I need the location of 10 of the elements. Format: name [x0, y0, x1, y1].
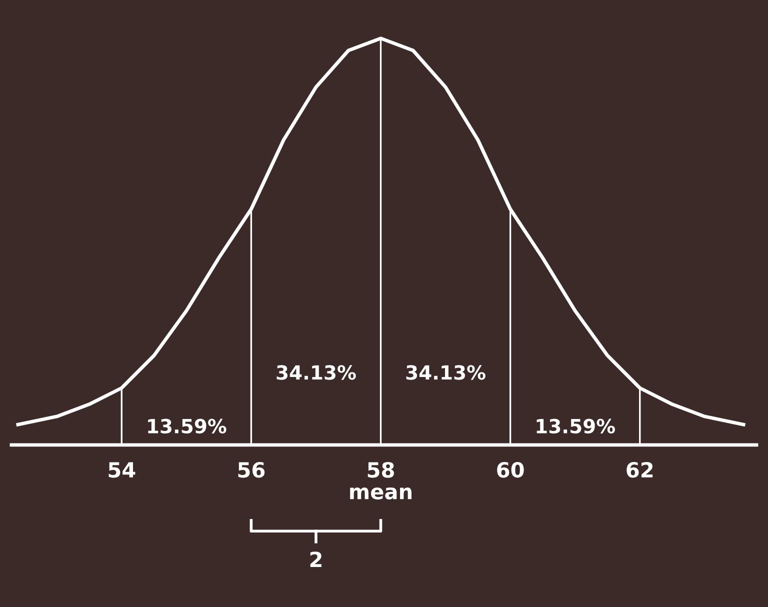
x-tick-label: 56 — [238, 462, 265, 478]
annotation: 13.59% — [148, 418, 226, 434]
annotation: 34.13% — [406, 365, 486, 380]
annotation: 34.13% — [276, 365, 356, 380]
x-tick-label: 58 mean — [350, 462, 412, 500]
x-tick-label: 62 — [626, 462, 653, 478]
x-tick-label: 54 — [108, 462, 136, 478]
text: 2 — [310, 552, 322, 568]
x-tick-label: 60 — [497, 462, 524, 478]
annotation: 13.59% — [536, 418, 615, 434]
